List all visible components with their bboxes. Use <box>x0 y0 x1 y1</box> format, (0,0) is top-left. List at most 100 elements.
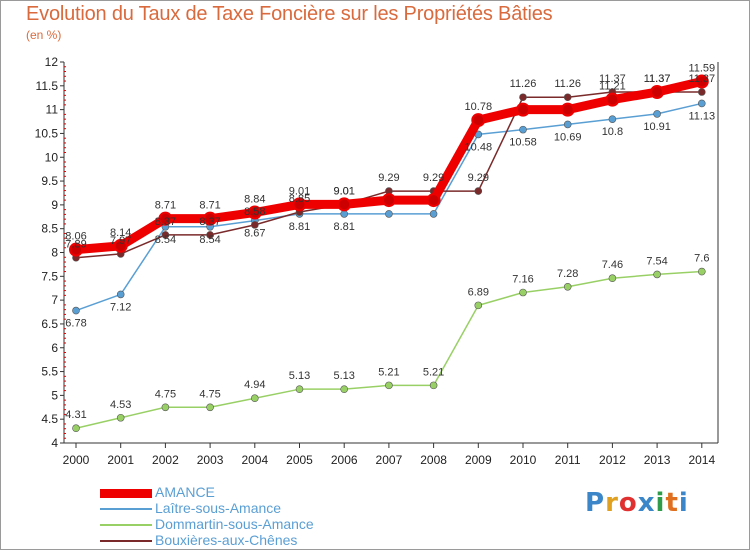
x-tick-label: 2014 <box>688 453 715 467</box>
data-label: 8.14 <box>110 227 131 239</box>
logo-letter: i <box>655 488 666 518</box>
y-tick-label: 7.5 <box>41 269 58 283</box>
data-label: 9.01 <box>333 185 354 197</box>
data-label: 9.29 <box>468 172 489 184</box>
data-label: 9.29 <box>423 172 444 184</box>
data-point <box>72 424 80 433</box>
data-label: 7.97 <box>110 235 131 247</box>
data-label: 6.89 <box>468 286 489 298</box>
data-label: 10.8 <box>602 126 623 138</box>
proxiti-logo: Proxiti <box>585 488 689 518</box>
x-tick-label: 2013 <box>644 453 671 467</box>
data-point <box>206 403 214 412</box>
logo-letter: o <box>618 488 638 518</box>
legend-label: Bouxières-aux-Chênes <box>155 532 298 548</box>
data-point <box>474 301 483 310</box>
data-point <box>69 242 83 257</box>
logo-letter: t <box>665 488 679 518</box>
data-point <box>295 385 304 393</box>
data-label: 10.58 <box>509 137 537 149</box>
data-point <box>519 93 527 102</box>
y-tick-label: 11 <box>46 103 59 117</box>
data-label: 7.46 <box>602 259 623 271</box>
data-point <box>385 381 393 390</box>
data-label: 8.54 <box>199 234 220 246</box>
data-point <box>653 110 661 118</box>
axes: 4 4.5 5 5.5 6 6.5 7 7.5 8 8.5 9 9.5 10 10.5 11 11.5 12 20… <box>35 55 719 467</box>
data-label: 5.13 <box>289 370 310 382</box>
unit-label: (en %) <box>26 28 62 42</box>
data-point <box>519 288 527 297</box>
data-label: 7.28 <box>557 268 578 280</box>
data-label: 6.78 <box>65 318 86 330</box>
y-tick-label: 5.5 <box>41 365 58 379</box>
x-tick-label: 2012 <box>599 453 626 467</box>
data-labels: 8.06 8.148.71 8.718.849.01 9.0110.7811.2111… <box>65 63 715 422</box>
series-layer <box>69 74 709 433</box>
data-label: 11.37 <box>599 73 626 85</box>
y-tick-label: 6.5 <box>41 317 58 331</box>
data-point <box>697 267 706 276</box>
x-tick-label: 2004 <box>241 453 268 467</box>
data-label: 11.26 <box>554 78 581 90</box>
data-label: 4.94 <box>244 379 265 391</box>
data-point <box>563 120 572 129</box>
y-tick-label: 8 <box>51 246 58 260</box>
logo-letter: P <box>585 488 606 518</box>
data-label: 10.91 <box>643 121 671 133</box>
series-line-2 <box>75 270 702 429</box>
data-label: 9.01 <box>289 185 310 197</box>
y-tick-label: 11.5 <box>36 79 59 93</box>
data-point <box>381 193 396 208</box>
data-label: 8.71 <box>155 200 176 212</box>
data-point <box>426 193 441 208</box>
x-tick-label: 2011 <box>555 453 581 467</box>
data-point <box>161 403 170 412</box>
data-label: 10.69 <box>554 131 582 143</box>
data-label: 7.16 <box>512 274 533 286</box>
data-label: 8.37 <box>199 216 220 228</box>
y-tick-label: 9.5 <box>41 174 58 188</box>
data-point <box>161 231 170 239</box>
data-point <box>113 238 128 253</box>
data-point <box>251 221 259 229</box>
data-point <box>697 88 706 96</box>
data-point <box>251 394 259 403</box>
data-label: 9.29 <box>378 172 399 184</box>
data-label: 4.53 <box>110 399 131 411</box>
y-tick-label: 4 <box>51 436 58 450</box>
x-tick-label: 2005 <box>286 453 313 467</box>
logo-letter: i <box>678 488 689 518</box>
data-point <box>697 99 706 108</box>
x-tick-label: 2006 <box>331 453 358 467</box>
data-point <box>608 274 617 283</box>
data-point <box>560 102 575 117</box>
data-point <box>429 381 438 390</box>
data-label: 8.71 <box>199 200 220 212</box>
x-tick-label: 2009 <box>465 453 492 467</box>
data-label: 8.58 <box>244 206 265 218</box>
x-tick-label: 2000 <box>63 453 90 467</box>
x-tick-label: 2002 <box>152 453 179 467</box>
data-label: 11.37 <box>688 73 715 85</box>
data-point <box>116 290 125 299</box>
y-tick-label: 10 <box>45 150 59 164</box>
legend-swatch <box>100 540 152 542</box>
logo-letter: r <box>605 488 619 518</box>
data-label: 11.37 <box>644 73 671 85</box>
data-label: 7.54 <box>646 255 667 267</box>
data-point <box>516 102 530 117</box>
x-tick-label: 2003 <box>197 453 224 467</box>
y-tick-label: 5 <box>51 388 58 402</box>
legend-swatch <box>100 508 152 510</box>
data-point <box>608 115 617 123</box>
data-label: 4.75 <box>199 388 220 400</box>
data-label: 4.75 <box>155 388 176 400</box>
data-point <box>337 197 352 212</box>
x-tick-label: 2008 <box>420 453 447 467</box>
data-point <box>203 211 218 226</box>
y-tick-label: 6 <box>51 341 58 355</box>
data-label: 5.13 <box>333 370 354 382</box>
data-label: 5.21 <box>423 366 444 378</box>
